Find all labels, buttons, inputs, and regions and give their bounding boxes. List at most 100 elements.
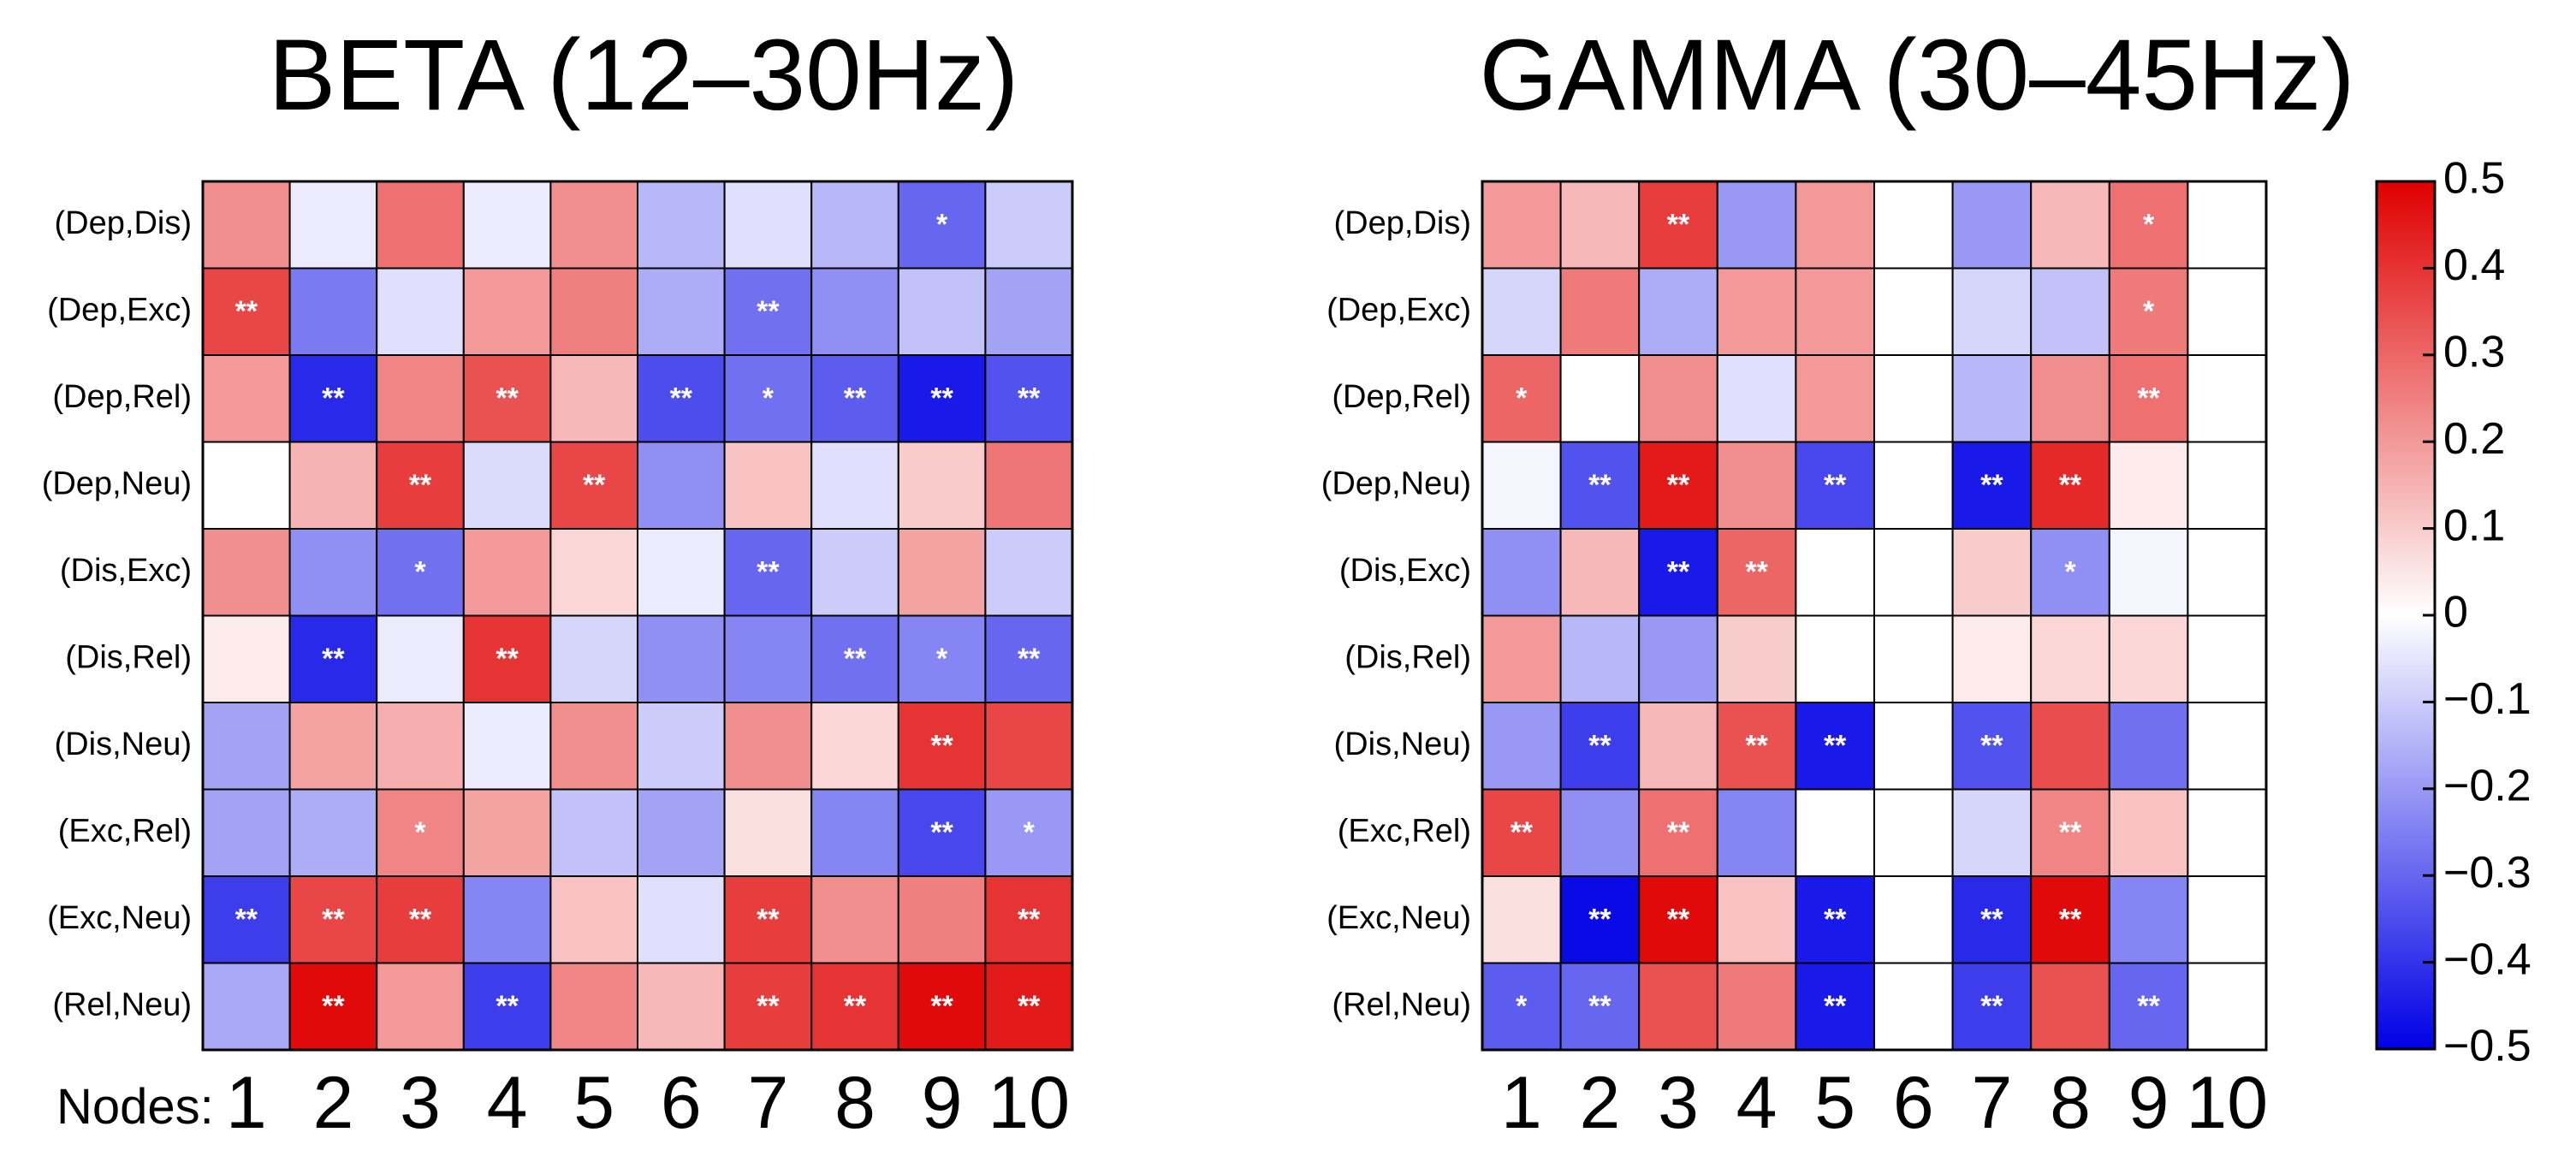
- column-label: 2: [312, 1062, 353, 1144]
- heatmap-cell: [1795, 528, 1875, 617]
- heatmap-cell: [1638, 788, 1718, 877]
- row-label: (Dep,Dis): [55, 205, 192, 241]
- heatmap-cell: [549, 875, 639, 964]
- significance-marker: *: [936, 209, 948, 241]
- significance-marker: **: [496, 382, 519, 415]
- heatmap-cell: [723, 614, 813, 703]
- heatmap-cell: [1716, 528, 1797, 617]
- heatmap-cell: [1873, 441, 1954, 530]
- heatmap-cell: [984, 267, 1074, 356]
- heatmap-cell: [376, 962, 465, 1051]
- heatmap-cell: [637, 788, 726, 877]
- significance-marker: **: [235, 295, 258, 328]
- heatmap-cell: [1716, 788, 1797, 877]
- heatmap-cell: [897, 788, 987, 877]
- heatmap-cell: [637, 267, 726, 356]
- heatmap-cell: [1559, 702, 1641, 791]
- heatmap-cell: [1559, 614, 1641, 703]
- heatmap-cell: [202, 788, 291, 877]
- significance-marker: **: [2059, 469, 2082, 501]
- heatmap-cell: [984, 441, 1074, 530]
- column-label: 3: [1658, 1062, 1699, 1144]
- heatmap-cell: [984, 788, 1074, 877]
- heatmap-cell: [2030, 788, 2110, 877]
- heatmap-cell: [984, 354, 1074, 443]
- heatmap-cell: [723, 875, 813, 964]
- heatmap-cell: [1638, 962, 1718, 1051]
- heatmap-cell: [462, 441, 552, 530]
- column-label: 5: [573, 1062, 614, 1144]
- heatmap-cell: [1873, 267, 1954, 356]
- heatmap-cell: [1638, 267, 1718, 356]
- heatmap-cell: [1951, 788, 2033, 877]
- heatmap-cell: [1638, 875, 1718, 964]
- heatmap-cell: [1481, 875, 1562, 964]
- heatmap-cell: [376, 267, 465, 356]
- significance-marker: **: [930, 382, 953, 415]
- heatmap-cell: [376, 181, 465, 270]
- heatmap-cell: [2108, 528, 2189, 617]
- heatmap-cell: [1481, 962, 1562, 1051]
- row-label: (Dep,Neu): [1321, 465, 1471, 501]
- heatmap-cell: [897, 875, 987, 964]
- heatmap-cell: [2108, 614, 2189, 703]
- colorbar-tick-label: 0.3: [2443, 328, 2505, 377]
- heatmap-cell: [1716, 875, 1797, 964]
- heatmap-cell: [1481, 267, 1562, 356]
- heatmap-cell: [202, 702, 291, 791]
- heatmap-cell: [1873, 354, 1954, 443]
- column-label: 1: [1501, 1062, 1542, 1144]
- significance-marker: **: [1824, 904, 1847, 936]
- row-label: (Dis,Exc): [1339, 553, 1471, 589]
- heatmap-cell: [637, 528, 726, 617]
- heatmap-cell: [549, 354, 639, 443]
- column-label: 8: [834, 1062, 875, 1144]
- significance-marker: **: [1588, 469, 1611, 501]
- row-label: (Exc,Rel): [58, 813, 192, 849]
- heatmap-cell: [462, 875, 552, 964]
- heatmap-cell: [549, 267, 639, 356]
- heatmap-cell: [984, 528, 1074, 617]
- significance-marker: **: [322, 990, 345, 1023]
- colorbar-tick-label: −0.5: [2443, 1022, 2531, 1071]
- heatmap-cell: [288, 441, 378, 530]
- heatmap-cell: [288, 528, 378, 617]
- significance-marker: *: [2143, 209, 2155, 241]
- heatmap-cell: [1795, 875, 1875, 964]
- significance-marker: **: [1588, 904, 1611, 936]
- significance-marker: **: [1018, 643, 1041, 675]
- column-label: 5: [1814, 1062, 1855, 1144]
- heatmap-cell: [1795, 614, 1875, 703]
- heatmap-cell: [202, 528, 291, 617]
- heatmap-cell: [1951, 702, 2033, 791]
- heatmap-cell: [2187, 875, 2267, 964]
- panel-title: GAMMA (30–45Hz): [1480, 19, 2355, 132]
- heatmap-cell: [2108, 962, 2189, 1051]
- heatmap-cell: [1559, 528, 1641, 617]
- heatmap-cell: [549, 962, 639, 1051]
- heatmap-cell: [1716, 181, 1797, 270]
- heatmap-cell: [2030, 267, 2110, 356]
- column-label: 7: [1971, 1062, 2012, 1144]
- significance-marker: **: [2059, 904, 2082, 936]
- significance-marker: **: [409, 904, 432, 936]
- colorbar-tick-label: 0.4: [2443, 240, 2505, 290]
- heatmap-cell: [2030, 702, 2110, 791]
- heatmap-cell: [637, 702, 726, 791]
- row-label: (Dis,Exc): [60, 553, 192, 589]
- significance-marker: **: [322, 382, 345, 415]
- heatmap-cell: [1951, 528, 2033, 617]
- heatmap-cell: [2187, 441, 2267, 530]
- significance-marker: **: [1588, 730, 1611, 762]
- heatmap-cell: [637, 441, 726, 530]
- heatmap-cell: [1951, 614, 2033, 703]
- colorbar-tick-label: 0: [2443, 588, 2468, 637]
- heatmap-cell: [2030, 354, 2110, 443]
- significance-marker: **: [496, 990, 519, 1023]
- heatmap-cell: [1638, 354, 1718, 443]
- significance-marker: **: [2137, 382, 2160, 415]
- heatmap-cell: [376, 614, 465, 703]
- heatmap-cell: [2030, 614, 2110, 703]
- heatmap-cell: [2187, 702, 2267, 791]
- significance-marker: **: [844, 643, 867, 675]
